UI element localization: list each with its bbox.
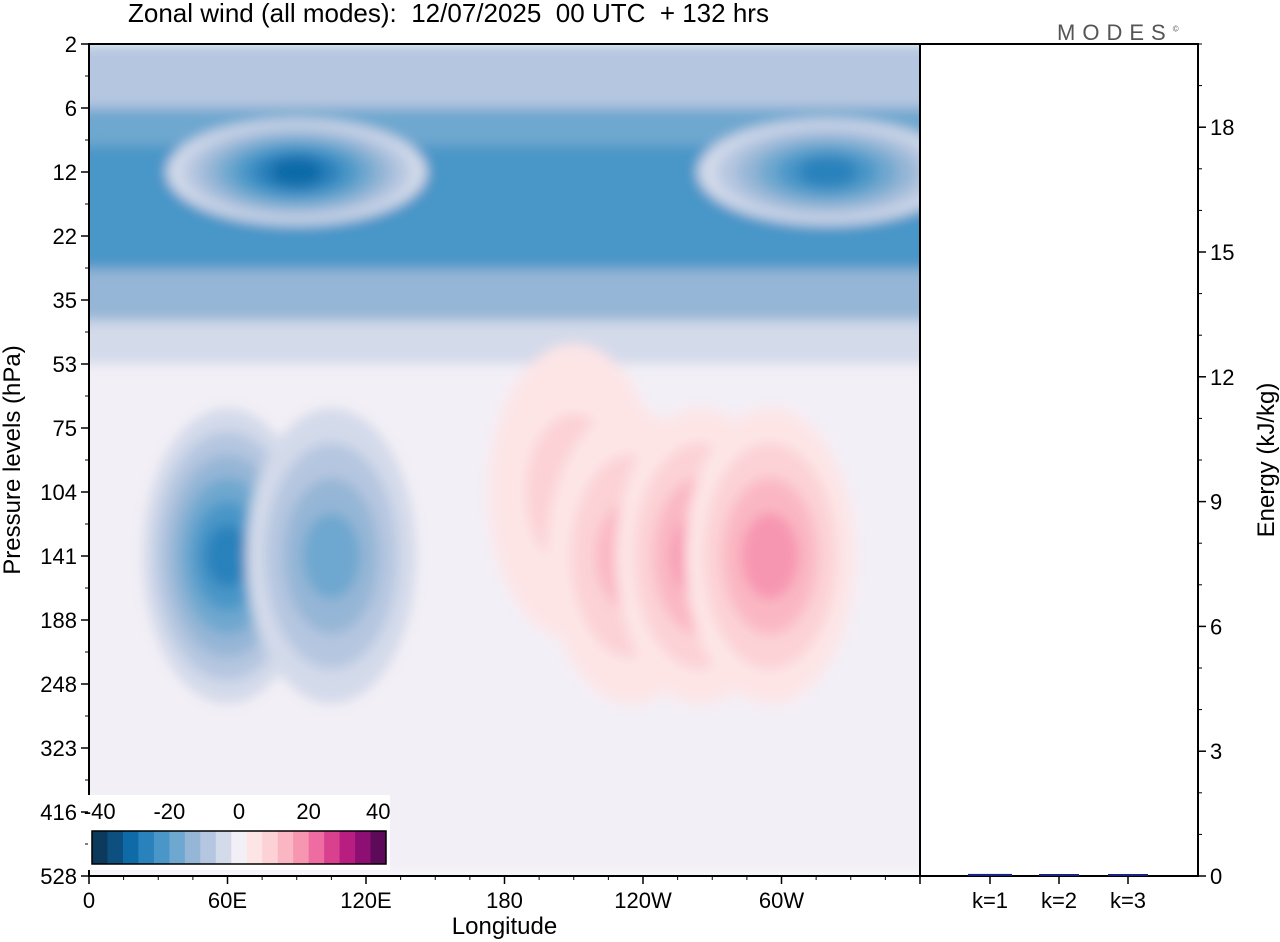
y-tick-label: 104 <box>40 480 77 505</box>
energy-bar <box>1108 874 1148 876</box>
wind-feature <box>205 524 250 588</box>
wind-feature <box>269 157 324 187</box>
y-tick-label: 528 <box>40 864 77 889</box>
modes-logo: MODES© <box>1057 20 1179 46</box>
colorbar-tick-label: 40 <box>366 799 390 824</box>
x-tick-label: 0 <box>83 888 95 913</box>
colorbar-swatch <box>277 831 294 864</box>
colorbar-swatch <box>293 831 310 864</box>
colorbar-swatch <box>122 831 139 864</box>
y-tick-label: 248 <box>40 672 77 697</box>
energy-tick-label: 9 <box>1210 490 1222 515</box>
energy-bar <box>1039 874 1079 876</box>
y-tick-label: 323 <box>40 736 77 761</box>
colorbar-swatch <box>308 831 325 864</box>
colorbar-swatch <box>324 831 341 864</box>
colorbar-tick-label: 20 <box>296 799 320 824</box>
colorbar-swatch <box>231 831 248 864</box>
colorbar-swatch <box>246 831 263 864</box>
y-tick-label: 53 <box>53 352 77 377</box>
colorbar-swatch <box>169 831 186 864</box>
colorbar-frame <box>91 830 387 865</box>
energy-category-label: k=1 <box>972 888 1008 913</box>
colorbar-tick-label: 0 <box>233 799 245 824</box>
colorbar-swatch <box>184 831 201 864</box>
energy-tick-label: 12 <box>1210 365 1234 390</box>
zonal-wind-heatmap <box>89 44 920 876</box>
heatmap-field <box>89 44 920 876</box>
colorbar-swatch <box>200 831 217 864</box>
y-tick-label: 22 <box>53 224 77 249</box>
y-tick-label: 35 <box>53 288 77 313</box>
y-tick-label: 75 <box>53 416 77 441</box>
energy-tick-label: 6 <box>1210 614 1222 639</box>
wind-feature <box>302 513 361 599</box>
colorbar-swatch <box>370 831 387 864</box>
y-tick-label: 141 <box>40 544 77 569</box>
wind-band <box>89 44 920 108</box>
energy-axis-label: Energy (kJ/kg) <box>1253 383 1280 538</box>
colorbar-swatch <box>355 831 372 864</box>
energy-tick-label: 15 <box>1210 240 1234 265</box>
x-tick-label: 120W <box>614 888 672 913</box>
energy-category-label: k=2 <box>1041 888 1077 913</box>
x-tick-label: 60E <box>208 888 247 913</box>
wind-feature <box>797 156 858 188</box>
colorbar-swatch <box>92 831 108 864</box>
y-tick-label: 188 <box>40 608 77 633</box>
colorbar-swatch <box>262 831 279 864</box>
chart-title: Zonal wind (all modes): 12/07/2025 00 UT… <box>128 0 769 28</box>
colorbar-swatch <box>339 831 356 864</box>
energy-tick-label: 0 <box>1210 864 1222 889</box>
x-tick-label: 120E <box>340 888 391 913</box>
x-tick-label: 60W <box>759 888 804 913</box>
y-tick-label: 2 <box>65 32 77 57</box>
energy-category-label: k=3 <box>1110 888 1146 913</box>
brand-mark: © <box>1172 24 1179 34</box>
colorbar-tick-label: -40 <box>84 799 116 824</box>
colorbar-swatch <box>138 831 155 864</box>
wind-band <box>89 320 920 364</box>
energy-tick-label: 3 <box>1210 739 1222 764</box>
x-tick-label: 180 <box>486 888 523 913</box>
y-axis-label: Pressure levels (hPa) <box>0 345 26 574</box>
wind-band <box>89 269 920 321</box>
x-axis-label: Longitude <box>452 913 557 940</box>
colorbar-swatch <box>107 831 124 864</box>
energy-bar <box>968 873 1012 876</box>
colorbar: -40 -20 0 20 40 <box>84 795 391 870</box>
energy-frame <box>919 43 1199 877</box>
colorbar-swatch <box>215 831 232 864</box>
brand-text: MODES <box>1057 20 1173 45</box>
colorbar-swatch <box>153 831 170 864</box>
y-tick-label: 6 <box>65 96 77 121</box>
wind-feature <box>741 513 799 599</box>
y-tick-label: 416 <box>40 800 77 825</box>
colorbar-tick-label: -20 <box>153 799 185 824</box>
energy-panel: 0 3 6 9 12 15 18 Energy (kJ/kg) k=1 k=2 k=3 <box>919 43 1280 913</box>
energy-tick-label: 18 <box>1210 115 1234 140</box>
y-tick-label: 12 <box>53 160 77 185</box>
